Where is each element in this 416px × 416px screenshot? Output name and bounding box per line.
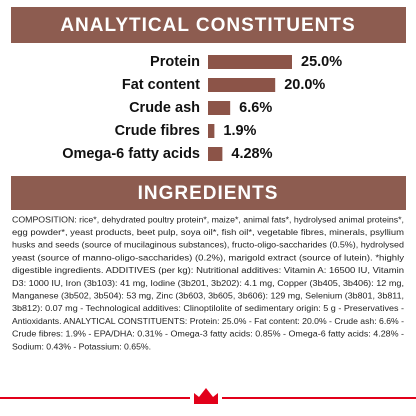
section-title: INGREDIENTS [138,183,279,204]
section-title: ANALYTICAL CONSTITUENTS [60,15,355,36]
ingredient-line: D3: 1000 IU, Iron (3b103): 41 mg, Iodine… [12,278,404,288]
logo [194,388,218,404]
bar [208,55,292,69]
ingredient-line: Sodium: 0.43% - Potassium: 0.65%. [12,341,151,351]
item-label: Fat content [122,77,200,93]
value-label: 6.6% [239,100,272,116]
ingredient-line: 3b812): 0.07 mg - Technological additive… [12,303,404,313]
ingredient-line: Manganese (3b502, 3b504): 53 mg, Zinc (3… [12,290,404,300]
bar [208,124,215,138]
bar [208,147,223,161]
item-label: Protein [150,54,200,70]
value-label: 4.28% [231,146,272,162]
item-label: Crude fibres [115,123,200,139]
value-label: 1.9% [223,123,256,139]
ingredient-line: egg powder*, yeast products, beet pulp, … [12,227,404,237]
ingredient-line: Crude fibres: 1.9% - EPA/DHA: 0.31% - Om… [12,329,404,339]
item-label: Omega-6 fatty acids [62,146,200,162]
bar [208,101,231,115]
ingredient-line: yeast (source of manno-oligo-saccharides… [12,252,405,262]
value-label: 25.0% [301,54,342,70]
ingredient-line: husks and seeds (source of mucilaginous … [12,240,404,250]
ingredient-line: Antioxidants. ANALYTICAL CONSTITUENTS: P… [12,316,404,326]
ingredient-line: digestible ingredients. ADDITIVES (per k… [12,265,404,275]
footer [0,388,416,404]
header-band [11,176,406,210]
value-label: 20.0% [284,77,325,93]
ingredient-line: COMPOSITION: rice*, dehydrated poultry p… [12,214,404,224]
bar [208,78,276,92]
header-band [11,7,406,43]
item-label: Crude ash [129,100,200,116]
